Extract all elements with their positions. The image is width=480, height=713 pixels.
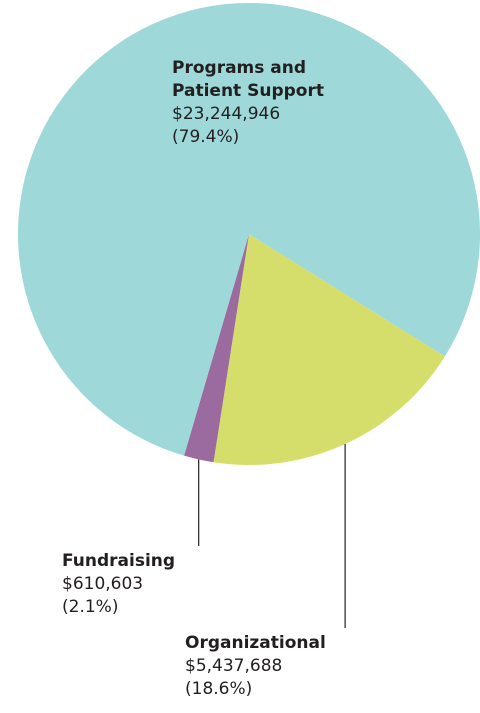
pie-slice-fundraising: [184, 234, 249, 463]
slice-name-organizational: Organizational: [185, 633, 326, 653]
slice-amount-organizational: $5,437,688: [185, 656, 283, 676]
slice-name-programs-line2: Patient Support: [172, 81, 324, 101]
slice-percent-fundraising: (2.1%): [62, 597, 119, 617]
slice-percent-organizational: (18.6%): [185, 679, 253, 699]
pie-slice-programs: [18, 3, 480, 456]
slice-amount-programs: $23,244,946: [172, 104, 281, 124]
slice-label-organizational: Organizational $5,437,688 (18.6%): [185, 632, 326, 701]
slice-label-programs: Programs and Patient Support $23,244,946…: [172, 57, 324, 149]
slice-amount-fundraising: $610,603: [62, 574, 144, 594]
slice-percent-programs: (79.4%): [172, 127, 240, 147]
slice-label-fundraising: Fundraising $610,603 (2.1%): [62, 550, 175, 619]
pie-slice-organizational: [213, 234, 445, 465]
slice-name-fundraising: Fundraising: [62, 551, 176, 571]
slice-name-programs-line1: Programs and: [172, 58, 307, 78]
